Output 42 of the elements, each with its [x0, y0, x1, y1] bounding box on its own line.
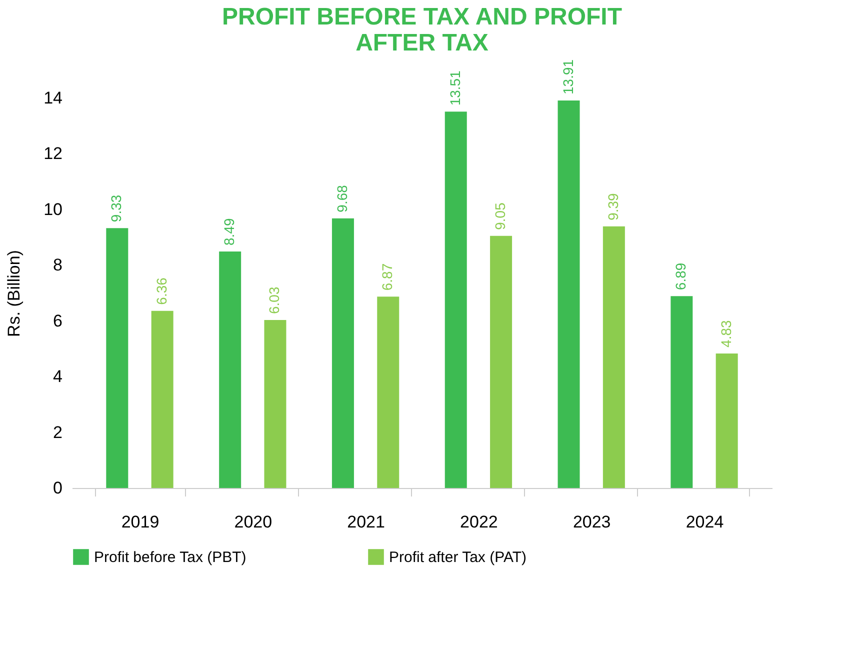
- bar: [377, 296, 400, 488]
- bar: [264, 320, 286, 488]
- x-tick-label: 2023: [572, 512, 611, 532]
- y-tick-label: 14: [44, 88, 62, 108]
- data-label: 6.03: [266, 286, 282, 314]
- y-tick-label: 8: [53, 256, 62, 275]
- data-label: 9.05: [492, 202, 508, 230]
- data-label: 9.33: [108, 194, 124, 222]
- data-label: 6.87: [379, 263, 396, 291]
- data-label: 8.49: [221, 218, 238, 246]
- legend-label: Profit after Tax (PAT): [389, 549, 527, 566]
- x-tick-label: 2021: [347, 512, 385, 532]
- x-tick-label: 2022: [460, 512, 498, 532]
- x-tick-label: 2019: [121, 512, 160, 532]
- y-tick-label: 0: [53, 478, 62, 498]
- bar: [602, 226, 625, 488]
- data-label: 9.68: [334, 184, 350, 212]
- bar: [670, 296, 693, 488]
- data-label: 6.36: [153, 277, 170, 305]
- bar: [444, 112, 467, 488]
- bar: [490, 236, 512, 488]
- bar: [558, 100, 580, 488]
- y-tick-label: 6: [53, 311, 62, 330]
- x-tick-label: 2024: [686, 512, 724, 532]
- bar: [106, 228, 128, 488]
- y-tick-label: 10: [44, 200, 62, 219]
- y-axis-title: Rs. (Billion): [4, 250, 24, 337]
- data-label: 13.51: [446, 70, 463, 106]
- data-label: 13.91: [560, 59, 576, 95]
- y-tick-label: 2: [53, 422, 62, 442]
- chart-title: PROFIT BEFORE TAX AND PROFIT AFTER TAX: [222, 3, 622, 56]
- bar: [151, 310, 174, 488]
- y-tick-label: 12: [44, 144, 62, 164]
- bar: [332, 218, 354, 488]
- bar: [219, 251, 242, 488]
- legend-label: Profit before Tax (PBT): [94, 549, 246, 566]
- x-tick-label: 2020: [234, 512, 272, 532]
- data-label: 9.39: [604, 192, 621, 220]
- data-label: 6.89: [672, 262, 689, 290]
- y-tick-label: 4: [53, 367, 62, 386]
- data-label: 4.83: [718, 320, 734, 348]
- bar: [716, 353, 738, 488]
